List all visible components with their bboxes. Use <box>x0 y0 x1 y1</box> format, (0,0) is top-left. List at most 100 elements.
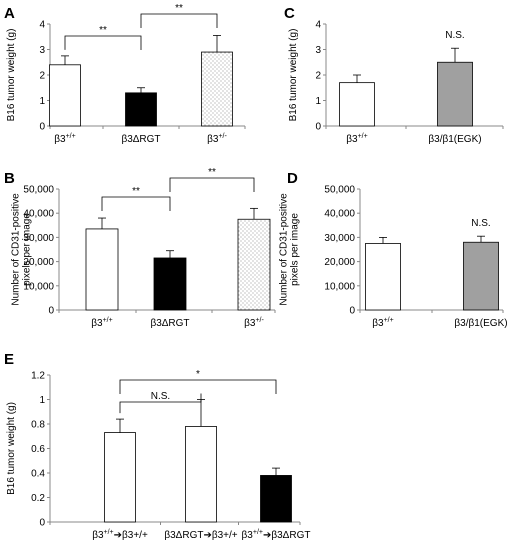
x-tick-label: β3ΔRGT <box>121 134 160 145</box>
x-tick-label: β3+/- <box>207 133 227 145</box>
y-tick-label: 10,000 <box>324 281 355 292</box>
panel-letter: C <box>284 5 295 22</box>
x-tick-label: β3ΔRGT➔β3+/+ <box>164 530 237 541</box>
bar <box>237 218 271 311</box>
y-tick-label: 0.4 <box>31 469 45 480</box>
x-tick-label: β3/β1(EGK) <box>428 134 481 145</box>
y-tick-label: 0 <box>349 306 355 317</box>
significance-bracket <box>169 177 255 192</box>
y-tick-label: 20,000 <box>23 257 54 268</box>
y-tick-label: 3 <box>315 45 321 56</box>
y-axis-label: B16 tumor weight (g) <box>6 402 17 495</box>
x-label-suffix: ➔β3ΔRGT <box>263 530 310 541</box>
x-label-base: β3 <box>372 318 384 329</box>
bar <box>125 92 157 127</box>
y-axis-label-line: Number of CD31-positive <box>11 193 22 306</box>
x-label-superscript: +/+ <box>66 133 76 140</box>
significance-bracket <box>140 13 218 28</box>
significance-label: ** <box>99 25 107 36</box>
y-tick-label: 1 <box>39 395 45 406</box>
significance-bracket <box>64 35 142 50</box>
y-tick-label: 30,000 <box>324 233 355 244</box>
bar <box>339 82 375 127</box>
y-axis-label-line: Number of CD31-positive <box>279 193 290 306</box>
x-tick-label: β3+/+➔β3+/+ <box>92 529 148 541</box>
x-label-superscript: +/- <box>218 133 227 140</box>
panel-letter: D <box>287 170 298 187</box>
x-tick-label: β3/β1(EGK) <box>454 318 507 329</box>
bar <box>185 426 217 523</box>
x-tick-label: β3ΔRGT <box>150 318 189 329</box>
annotation-label: N.S. <box>445 30 464 41</box>
y-tick-label: 20,000 <box>324 257 355 268</box>
significance-bracket <box>119 393 202 414</box>
x-label-base: β3 <box>92 530 104 541</box>
y-axis-label-line: B16 tumor weight (g) <box>288 29 299 122</box>
bar <box>260 475 292 523</box>
y-tick-label: 0.8 <box>31 420 45 431</box>
x-label-base: β3 <box>207 134 219 145</box>
x-label-suffix: ➔β3+/+ <box>114 530 148 541</box>
y-tick-label: 0.6 <box>31 444 45 455</box>
y-axis-label: B16 tumor weight (g) <box>288 29 299 122</box>
x-label-base: β3ΔRGT <box>164 530 203 541</box>
y-tick-label: 0 <box>48 306 54 317</box>
y-axis-label-line: B16 tumor weight (g) <box>6 29 17 122</box>
x-label-superscript: +/+ <box>103 317 113 324</box>
y-tick-label: 50,000 <box>324 185 355 196</box>
panel-letter: E <box>4 351 14 368</box>
significance-label: ** <box>175 3 183 14</box>
x-label-superscript: +/+ <box>104 529 114 536</box>
y-tick-label: 30,000 <box>23 233 54 244</box>
bar <box>153 257 187 311</box>
y-tick-label: 2 <box>315 71 321 82</box>
x-label-suffix: ➔β3+/+ <box>203 530 237 541</box>
x-label-base: β3 <box>346 134 358 145</box>
x-label-base: β3 <box>242 530 254 541</box>
x-tick-label: β3+/+ <box>91 317 112 329</box>
x-label-base: β3/β1(EGK) <box>454 318 507 329</box>
y-axis-label-line: B16 tumor weight (g) <box>6 402 17 495</box>
y-axis-label: B16 tumor weight (g) <box>6 29 17 122</box>
y-tick-label: 0 <box>39 122 45 133</box>
y-tick-label: 1.2 <box>31 371 45 382</box>
x-tick-label: β3+/+➔β3ΔRGT <box>242 529 311 541</box>
x-tick-label: β3+/- <box>244 317 264 329</box>
y-tick-label: 4 <box>315 20 321 31</box>
bar <box>49 64 81 127</box>
y-axis-label: Number of CD31-positivepixels per image <box>279 193 301 306</box>
x-label-base: β3ΔRGT <box>150 318 189 329</box>
y-tick-label: 50,000 <box>23 185 54 196</box>
x-label-superscript: +/+ <box>253 529 263 536</box>
significance-bracket <box>119 379 277 394</box>
bar <box>201 51 233 127</box>
x-label-base: β3/β1(EGK) <box>428 134 481 145</box>
panel-letter: A <box>4 5 15 22</box>
x-label-superscript: +/- <box>255 317 264 324</box>
y-tick-label: 40,000 <box>324 209 355 220</box>
y-tick-label: 4 <box>39 20 45 31</box>
x-label-superscript: +/+ <box>358 133 368 140</box>
annotation-label: N.S. <box>471 218 490 229</box>
significance-bracket <box>101 196 171 211</box>
bar <box>463 241 499 311</box>
panel-c: C 0 1 2 3 4 B16 tumor weight (g) β3+/+ β3/β1(EGK… <box>284 5 504 145</box>
y-tick-label: 10,000 <box>23 281 54 292</box>
y-axis-label-line: pixels per image <box>290 213 301 286</box>
y-tick-label: 1 <box>315 96 321 107</box>
y-tick-label: 0 <box>39 518 45 529</box>
x-label-base: β3 <box>91 318 103 329</box>
x-label-base: β3ΔRGT <box>121 134 160 145</box>
x-tick-label: β3+/+ <box>346 133 367 145</box>
y-tick-label: 2 <box>39 71 45 82</box>
x-label-superscript: +/+ <box>384 317 394 324</box>
significance-label: N.S. <box>151 391 170 402</box>
x-tick-label: β3+/+ <box>54 133 75 145</box>
significance-label: * <box>196 369 200 380</box>
panel-letter: B <box>4 170 15 187</box>
x-label-base: β3 <box>244 318 256 329</box>
significance-label: ** <box>208 167 216 178</box>
